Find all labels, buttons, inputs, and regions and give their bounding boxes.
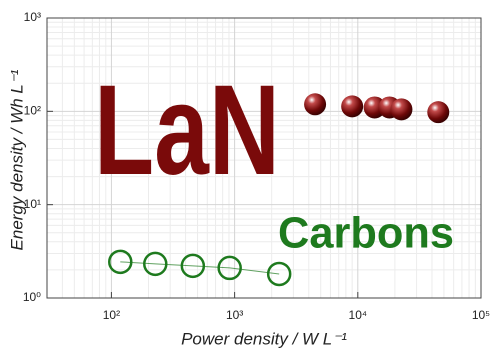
data-point <box>341 95 364 118</box>
data-point <box>266 261 292 287</box>
y-tick-label: 10³ <box>24 10 41 24</box>
data-point <box>143 251 168 277</box>
data-point <box>427 101 450 124</box>
y-tick-label: 10¹ <box>24 197 41 211</box>
y-tick-label: 10² <box>24 104 41 118</box>
x-tick-label: 10² <box>103 308 120 322</box>
x-axis-title: Power density / W L⁻¹ <box>181 329 347 348</box>
data-point <box>180 253 206 279</box>
x-tick-label: 10⁴ <box>349 308 368 322</box>
data-point <box>304 93 327 116</box>
y-tick-label: 10⁰ <box>23 290 41 304</box>
x-tick-label: 10⁵ <box>472 308 490 322</box>
data-point <box>108 249 133 275</box>
series-label: Carbons <box>278 209 454 258</box>
marks <box>108 93 450 287</box>
plot-frame <box>46 17 482 299</box>
data-point <box>217 255 242 281</box>
y-axis-title: Energy density / Wh L⁻¹ <box>7 69 26 250</box>
data-point <box>390 98 413 121</box>
x-tick-label: 10³ <box>226 308 243 322</box>
series-label: LaN <box>94 59 280 202</box>
